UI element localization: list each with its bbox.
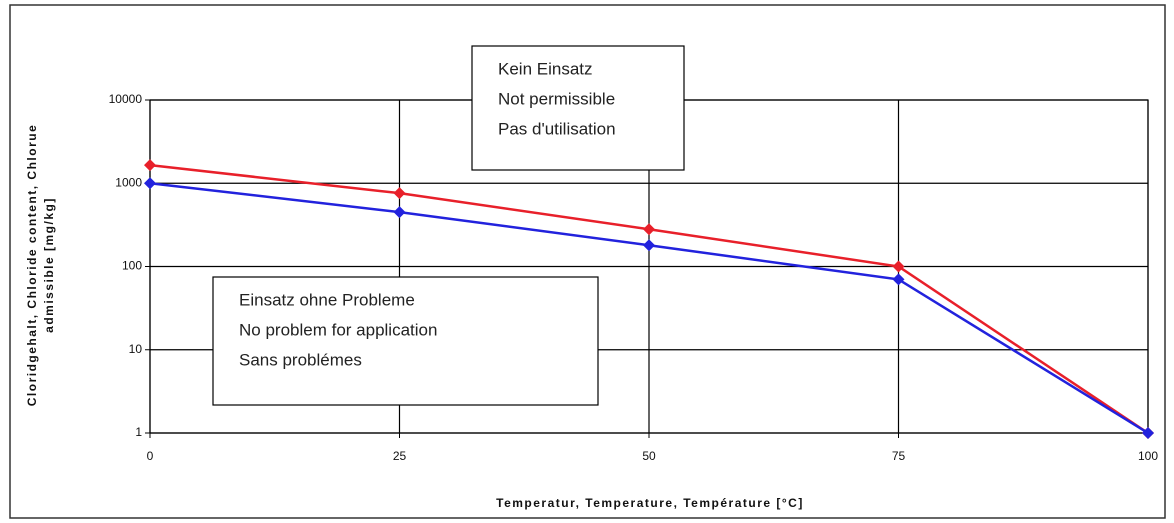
annotation-text: Not permissible bbox=[498, 89, 615, 108]
y-tick-label: 1 bbox=[135, 425, 142, 439]
data-point bbox=[1142, 427, 1154, 439]
annotation-box bbox=[212, 276, 599, 406]
x-tick-label: 0 bbox=[147, 449, 154, 463]
x-axis-label: Temperatur, Temperature, Température [°C… bbox=[496, 496, 804, 510]
annotation-box bbox=[471, 45, 685, 171]
data-point bbox=[393, 187, 406, 200]
y-tick-label: 10 bbox=[129, 342, 143, 356]
data-point bbox=[393, 206, 406, 219]
annotation-text: No problem for application bbox=[239, 320, 437, 339]
x-tick-label: 75 bbox=[892, 449, 906, 463]
annotation-text: Pas d'utilisation bbox=[498, 119, 616, 138]
y-axis-label: admissible [mg/kg] bbox=[42, 197, 56, 333]
data-point bbox=[643, 223, 655, 236]
x-tick-label: 25 bbox=[393, 449, 407, 463]
y-axis-label: Cloridgehalt, Chloride content, Chlorue bbox=[25, 124, 39, 407]
data-point bbox=[144, 177, 156, 190]
data-point bbox=[643, 239, 655, 252]
annotation-text: Sans problémes bbox=[239, 350, 362, 369]
data-point bbox=[144, 159, 156, 172]
x-tick-label: 50 bbox=[642, 449, 656, 463]
data-point bbox=[892, 273, 905, 286]
y-tick-label: 10000 bbox=[109, 92, 143, 106]
data-point bbox=[892, 260, 905, 273]
annotation-text: Einsatz ohne Probleme bbox=[239, 290, 415, 309]
y-tick-label: 100 bbox=[122, 259, 142, 273]
annotation-text: Kein Einsatz bbox=[498, 59, 593, 78]
x-tick-label: 100 bbox=[1138, 449, 1158, 463]
y-tick-label: 1000 bbox=[115, 175, 142, 189]
